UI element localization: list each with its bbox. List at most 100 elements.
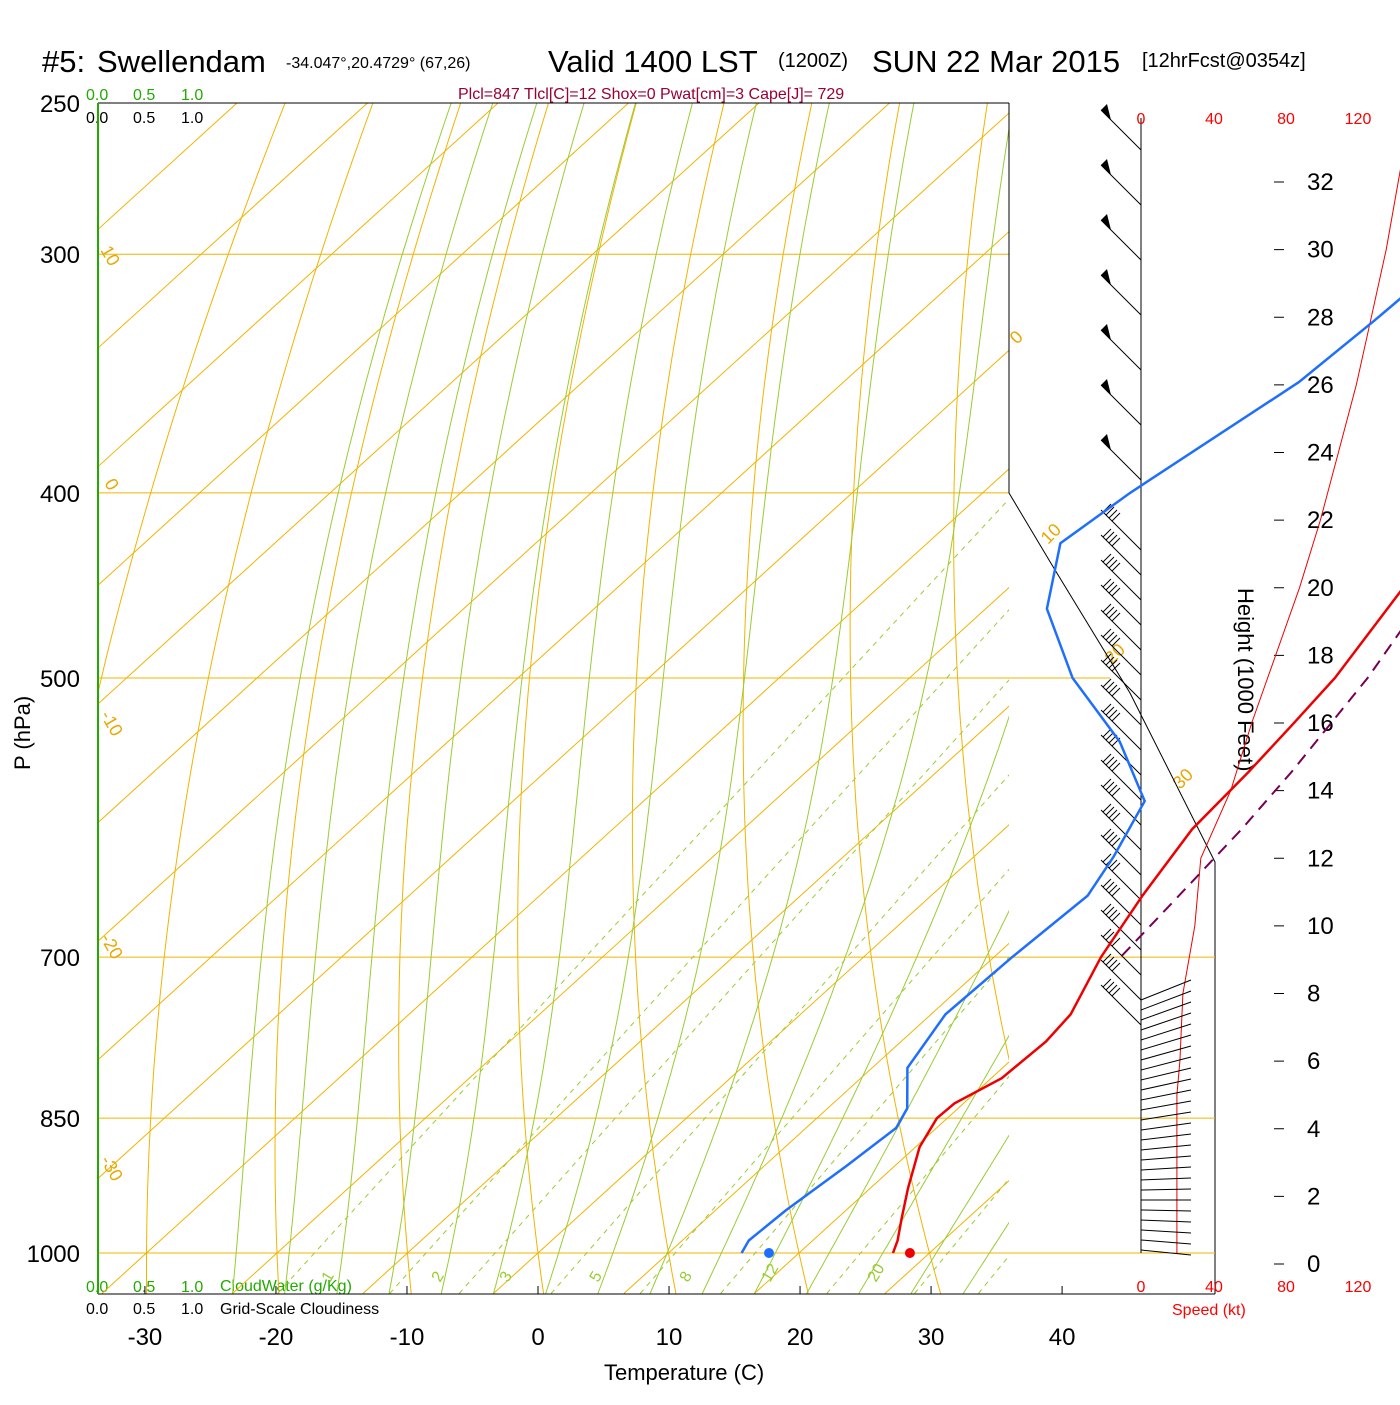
dry-adiabat-label: -10 [97,707,127,740]
forecast-info: [12hrFcst@0354z] [1142,50,1306,72]
p-tick-label: 700 [40,945,80,972]
mixing-ratio-label: 5 [587,1269,606,1285]
station-coords: -34.047°,20.4729° (67,26) [286,55,470,72]
height-tick-label: 24 [1307,440,1334,467]
speed-tick-label-top: 80 [1277,111,1295,128]
wind-barb-low [1141,1090,1191,1100]
speed-tick-label-bottom: 80 [1277,1279,1295,1296]
wind-barb-low [1141,1013,1191,1030]
wind-barb-low [1141,1156,1191,1160]
wind-barb-low [1141,1145,1191,1150]
dry-adiabat [1337,69,1400,1293]
height-tick-label: 30 [1307,237,1334,264]
height-tick-label: 4 [1307,1116,1320,1143]
dry-adiabat-label: 0 [101,475,123,494]
cloudwater-bottom-1: 0.5 [133,1279,155,1296]
frame-right [1009,103,1215,1294]
wind-barb-low [1141,1123,1191,1130]
isotherm [1146,103,1400,1293]
cloudiness-top-2: 1.0 [181,110,203,127]
x-tick-label: 40 [1049,1324,1076,1351]
x-axis-label: Temperature (C) [604,1360,764,1385]
mixing-ratio-label: 12 [759,1261,783,1285]
mixing-ratio-label: 20 [865,1261,889,1285]
wind-barb [1101,510,1141,550]
cloudwater-top-2: 1.0 [181,87,203,104]
p-tick-label: 850 [40,1106,80,1133]
isotherm [885,103,1400,1293]
isotherm [0,103,1020,1293]
p-tick-label: 250 [40,91,80,118]
valid-time: Valid 1400 LST [548,44,758,79]
height-tick-label: 10 [1307,913,1334,940]
wind-barb-low [1141,991,1191,1010]
p-tick-label: 1000 [27,1241,80,1268]
height-tick-label: 28 [1307,304,1334,331]
speed-tick-label-bottom: 120 [1345,1279,1372,1296]
wind-barb-low [1141,1210,1191,1211]
height-tick-label: 14 [1307,778,1334,805]
speed-tick-label-top: 120 [1345,111,1372,128]
dry-adiabat [743,69,819,1293]
dry-adiabat [1054,69,1205,1293]
height-tick-label: 20 [1307,575,1334,602]
valid-utc: (1200Z) [778,50,848,72]
wind-barb-low [1141,1101,1191,1110]
dry-adiabat [399,69,559,1293]
wind-barb-low [1141,1220,1191,1222]
wind-barb-low [1141,1002,1191,1020]
x-tick-label: -30 [128,1324,163,1351]
speed-tick-label-bottom: 0 [1137,1279,1146,1296]
cloudiness-bottom-0: 0.0 [86,1301,108,1318]
sounding-params: Plcl=847 Tlcl[C]=12 Shox=0 Pwat[cm]=3 Ca… [458,86,844,103]
dry-adiabat [954,69,1073,1293]
height-tick-label: 8 [1307,981,1320,1008]
moist-adiabat [441,103,635,1294]
wind-barb [1101,660,1141,700]
speed-tick-label-top: 0 [1137,111,1146,128]
cloudwater-top-0: 0.0 [86,87,108,104]
p-tick-label: 500 [40,666,80,693]
moist-adiabat [546,103,757,1294]
dry-adiabat [518,69,646,1293]
x-tick-label: 20 [787,1324,814,1351]
isotherm [0,103,1150,1293]
mixing-ratio-line [551,493,1261,1294]
moist-adiabat [285,103,493,1294]
isotherm [0,103,629,1293]
dry-adiabat-label: 10 [97,242,124,269]
dry-adiabat [632,69,732,1293]
cloudwater-bottom-2: 1.0 [181,1279,203,1296]
height-tick-label: 0 [1307,1251,1320,1278]
cloudiness-bottom-1: 0.5 [133,1301,155,1318]
wind-speed-line [1177,148,1400,1254]
moist-adiabat [807,103,1267,1294]
surface-point-dewpoint [764,1248,774,1258]
station-id: #5: [42,44,85,79]
p-tick-label: 300 [40,242,80,269]
moist-adiabat [389,103,584,1294]
height-tick-label: 32 [1307,169,1334,196]
isotherm [493,103,1400,1293]
mixing-ratio-label: 2 [429,1269,448,1285]
dry-adiabat [850,69,941,1293]
wind-barb-low [1141,1068,1191,1080]
moist-adiabat [598,103,829,1294]
wind-barb-low [1141,1167,1191,1170]
speed-tick-label-top: 40 [1205,111,1223,128]
wind-barb [1101,960,1141,1000]
mixing-ratio-line [390,493,1116,1294]
mixing-ratio-line [915,493,1400,1294]
x-tick-label: 10 [656,1324,683,1351]
wind-barb [1101,910,1141,950]
isotherm [0,103,759,1293]
wind-barb-low [1141,1178,1191,1180]
mixing-ratio-line [979,493,1400,1294]
wind-barb-low [1141,1240,1191,1244]
moist-adiabat [702,103,1013,1294]
wind-barb [1101,535,1141,575]
